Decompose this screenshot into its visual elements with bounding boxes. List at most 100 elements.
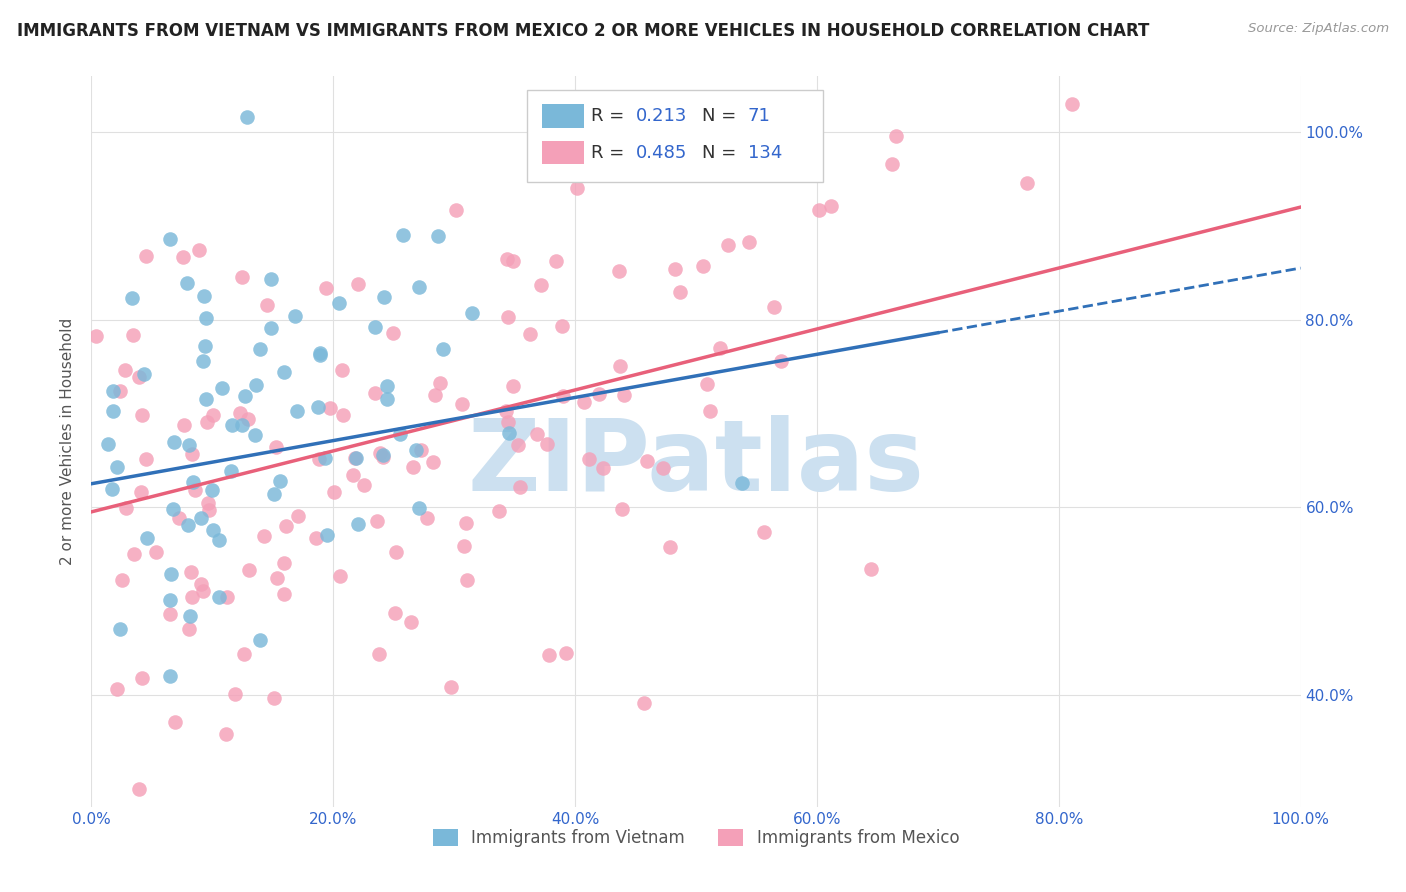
Point bbox=[159, 593, 181, 607]
Point bbox=[193, 353, 215, 368]
Point bbox=[105, 459, 128, 474]
Point bbox=[101, 404, 124, 418]
Point bbox=[502, 253, 524, 268]
Point bbox=[509, 479, 531, 493]
Point bbox=[108, 384, 131, 398]
Point bbox=[519, 327, 541, 342]
Point bbox=[208, 533, 231, 547]
Point bbox=[610, 501, 633, 516]
Point bbox=[554, 646, 576, 660]
Point bbox=[384, 606, 406, 620]
Point bbox=[260, 321, 283, 335]
Point bbox=[195, 392, 218, 406]
FancyBboxPatch shape bbox=[543, 104, 583, 128]
Text: IMMIGRANTS FROM VIETNAM VS IMMIGRANTS FROM MEXICO 2 OR MORE VEHICLES IN HOUSEHOL: IMMIGRANTS FROM VIETNAM VS IMMIGRANTS FR… bbox=[17, 22, 1149, 40]
Point bbox=[162, 502, 184, 516]
Point bbox=[190, 511, 212, 525]
Point bbox=[179, 438, 201, 452]
Point bbox=[238, 412, 260, 426]
Point bbox=[224, 687, 246, 701]
Point bbox=[658, 540, 681, 554]
Point bbox=[426, 228, 449, 243]
Point bbox=[169, 511, 191, 525]
Point bbox=[173, 418, 195, 433]
Point bbox=[266, 440, 288, 454]
Point bbox=[97, 437, 120, 451]
Point bbox=[243, 428, 266, 442]
Point bbox=[752, 525, 775, 540]
Point bbox=[122, 547, 145, 561]
Point bbox=[347, 277, 370, 291]
Point bbox=[444, 202, 467, 217]
Point bbox=[377, 392, 399, 407]
Point bbox=[456, 573, 478, 587]
Point bbox=[538, 648, 561, 662]
Text: R =: R = bbox=[591, 144, 630, 161]
Point bbox=[363, 385, 385, 400]
Point bbox=[820, 198, 842, 212]
Point bbox=[128, 369, 150, 384]
Point bbox=[408, 280, 430, 294]
Point bbox=[249, 342, 271, 356]
Point bbox=[131, 408, 153, 422]
Point bbox=[807, 202, 830, 217]
Point bbox=[454, 516, 477, 531]
Point bbox=[208, 590, 231, 604]
Point bbox=[368, 445, 391, 459]
Point bbox=[607, 264, 630, 278]
Point bbox=[551, 318, 574, 333]
Point bbox=[263, 691, 285, 706]
Point bbox=[285, 404, 308, 418]
Point bbox=[1015, 177, 1038, 191]
Point bbox=[172, 250, 194, 264]
Text: 134: 134 bbox=[748, 144, 782, 161]
Point bbox=[194, 339, 217, 353]
Point bbox=[488, 504, 510, 518]
Point bbox=[201, 523, 224, 537]
Point bbox=[136, 531, 159, 545]
Point bbox=[135, 249, 157, 263]
Point bbox=[211, 382, 233, 396]
Point bbox=[163, 434, 186, 449]
Point bbox=[215, 727, 238, 741]
Point bbox=[193, 288, 215, 302]
Point bbox=[231, 270, 253, 285]
Text: 0.213: 0.213 bbox=[636, 107, 688, 125]
Point bbox=[592, 461, 614, 475]
Point bbox=[131, 671, 153, 685]
Point bbox=[432, 342, 454, 356]
FancyBboxPatch shape bbox=[543, 141, 583, 164]
Point bbox=[229, 406, 252, 420]
Point bbox=[319, 401, 342, 415]
Point bbox=[190, 576, 212, 591]
Point bbox=[884, 128, 907, 143]
Point bbox=[538, 156, 561, 170]
Point bbox=[738, 235, 761, 250]
Point bbox=[195, 415, 218, 429]
Point bbox=[197, 496, 219, 510]
Point bbox=[217, 590, 239, 604]
Point bbox=[526, 426, 548, 441]
Point bbox=[496, 415, 519, 429]
Point bbox=[346, 450, 368, 465]
Point bbox=[132, 368, 155, 382]
Point bbox=[453, 540, 475, 554]
Point bbox=[305, 531, 328, 545]
Point bbox=[530, 278, 553, 293]
Point bbox=[256, 298, 278, 312]
Text: 0.485: 0.485 bbox=[636, 144, 688, 161]
Text: N =: N = bbox=[702, 144, 742, 161]
Point bbox=[880, 157, 903, 171]
Point bbox=[274, 519, 297, 533]
Point bbox=[496, 310, 519, 324]
Point bbox=[193, 584, 215, 599]
Point bbox=[353, 478, 375, 492]
Point bbox=[236, 110, 259, 124]
Point bbox=[696, 376, 718, 391]
Point bbox=[263, 486, 285, 500]
Point bbox=[84, 329, 107, 343]
Point bbox=[384, 544, 406, 558]
Point bbox=[717, 237, 740, 252]
Point bbox=[578, 451, 600, 466]
Point bbox=[329, 568, 352, 582]
